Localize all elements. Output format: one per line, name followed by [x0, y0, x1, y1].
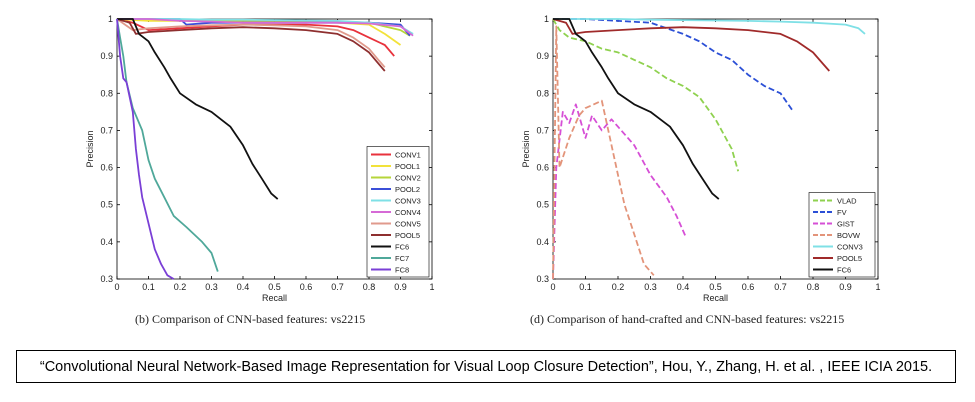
legend-label: BOVW [837, 231, 861, 240]
series-line-bovw [552, 25, 655, 280]
x-tick-label: 0.7 [331, 282, 344, 292]
y-tick-label: 0.9 [100, 51, 113, 61]
series-line-conv5 [116, 18, 386, 68]
caption-chart-b: (b) Comparison of CNN-based features: vs… [135, 312, 366, 326]
chart-handcrafted-vs-cnn: 0 0.1 0.2 0.3 0.4 0.5 0.6 0.7 0.8 0.9 1 0.3 0.4 0.5 0.… [521, 14, 881, 303]
y-tick-label: 0.8 [536, 88, 549, 98]
y-tick-label: 0.7 [536, 125, 549, 135]
x-tick-label: 0.5 [268, 282, 281, 292]
series-line-conv4 [117, 18, 414, 37]
y-tick-label: 0.3 [100, 274, 113, 284]
y-tick-label: 0.4 [100, 237, 113, 247]
y-tick-label: 1 [544, 14, 549, 24]
y-tick-label: 0.3 [536, 274, 549, 284]
y-tick-label: 0.8 [100, 88, 113, 98]
series-line-vlad [552, 18, 740, 172]
x-tick-label: 0.5 [709, 282, 722, 292]
x-tick-label: 0 [550, 282, 555, 292]
x-tick-label: 0.8 [363, 282, 376, 292]
series-line-conv3 [553, 18, 866, 35]
series-line-fv [553, 18, 795, 113]
x-axis-label: Recall [703, 293, 728, 303]
caption-chart-d: (d) Comparison of hand-crafted and CNN-b… [530, 312, 845, 326]
legend-label: VLAD [837, 196, 857, 205]
legend-label: CONV5 [395, 219, 421, 228]
x-tick-label: 0.4 [237, 282, 250, 292]
y-tick-label: 0.9 [536, 51, 549, 61]
x-tick-label: 0.2 [174, 282, 187, 292]
legend-label: CONV1 [395, 150, 421, 159]
x-tick-label: 0.8 [807, 282, 820, 292]
y-tick-label: 0.6 [536, 163, 549, 173]
y-tick-label: 0.4 [536, 237, 549, 247]
legend-label: POOL2 [395, 185, 420, 194]
x-tick-label: 1 [429, 282, 434, 292]
y-tick-label: 1 [108, 14, 113, 24]
series-line-fc6 [553, 18, 720, 200]
citation-text: “Convolutional Neural Network-Based Imag… [39, 358, 933, 375]
x-tick-label: 0 [114, 282, 119, 292]
x-tick-label: 0.9 [394, 282, 407, 292]
legend-label: POOL1 [395, 162, 420, 171]
legend-label: GIST [837, 219, 855, 228]
y-tick-label: 0.6 [100, 163, 113, 173]
x-tick-label: 0.1 [579, 282, 592, 292]
legend-label: FC7 [395, 254, 409, 263]
legend-label: FV [837, 208, 847, 217]
legend-label: POOL5 [395, 231, 420, 240]
x-tick-label: 0.9 [839, 282, 852, 292]
legend-label: POOL5 [837, 254, 862, 263]
x-tick-label: 0.6 [300, 282, 313, 292]
x-tick-label: 0.2 [612, 282, 625, 292]
series-line-gist [552, 103, 688, 280]
y-tick-label: 0.5 [100, 200, 113, 210]
x-axis-label: Recall [262, 293, 287, 303]
series-line-fc8 [116, 18, 175, 280]
legend-label: CONV3 [837, 242, 863, 251]
series-line-pool5 [552, 18, 830, 72]
y-axis-label: Precision [85, 130, 95, 167]
series-line-pool5 [116, 18, 386, 72]
legend-label: CONV2 [395, 173, 421, 182]
x-tick-label: 0.3 [205, 282, 218, 292]
x-tick-label: 0.6 [742, 282, 755, 292]
legend-label: CONV3 [395, 196, 421, 205]
x-tick-label: 0.3 [644, 282, 657, 292]
y-tick-label: 0.7 [100, 125, 113, 135]
y-axis-label: Precision [521, 130, 531, 167]
series-line-fc7 [116, 18, 219, 272]
x-tick-label: 0.7 [774, 282, 787, 292]
x-tick-label: 1 [875, 282, 880, 292]
legend-label: CONV4 [395, 208, 421, 217]
legend-label: FC6 [837, 265, 851, 274]
citation-box: “Convolutional Neural Network-Based Imag… [16, 350, 956, 383]
x-tick-label: 0.1 [142, 282, 155, 292]
chart-cnn-features: 0 0.1 0.2 0.3 0.4 0.5 0.6 0.7 0.8 0.9 1 0.3 0.4 0.5 0.… [85, 14, 435, 303]
x-tick-label: 0.4 [677, 282, 690, 292]
y-tick-label: 0.5 [536, 200, 549, 210]
series-line-fc6 [117, 18, 279, 200]
legend-label: FC6 [395, 242, 409, 251]
legend-label: FC8 [395, 265, 409, 274]
